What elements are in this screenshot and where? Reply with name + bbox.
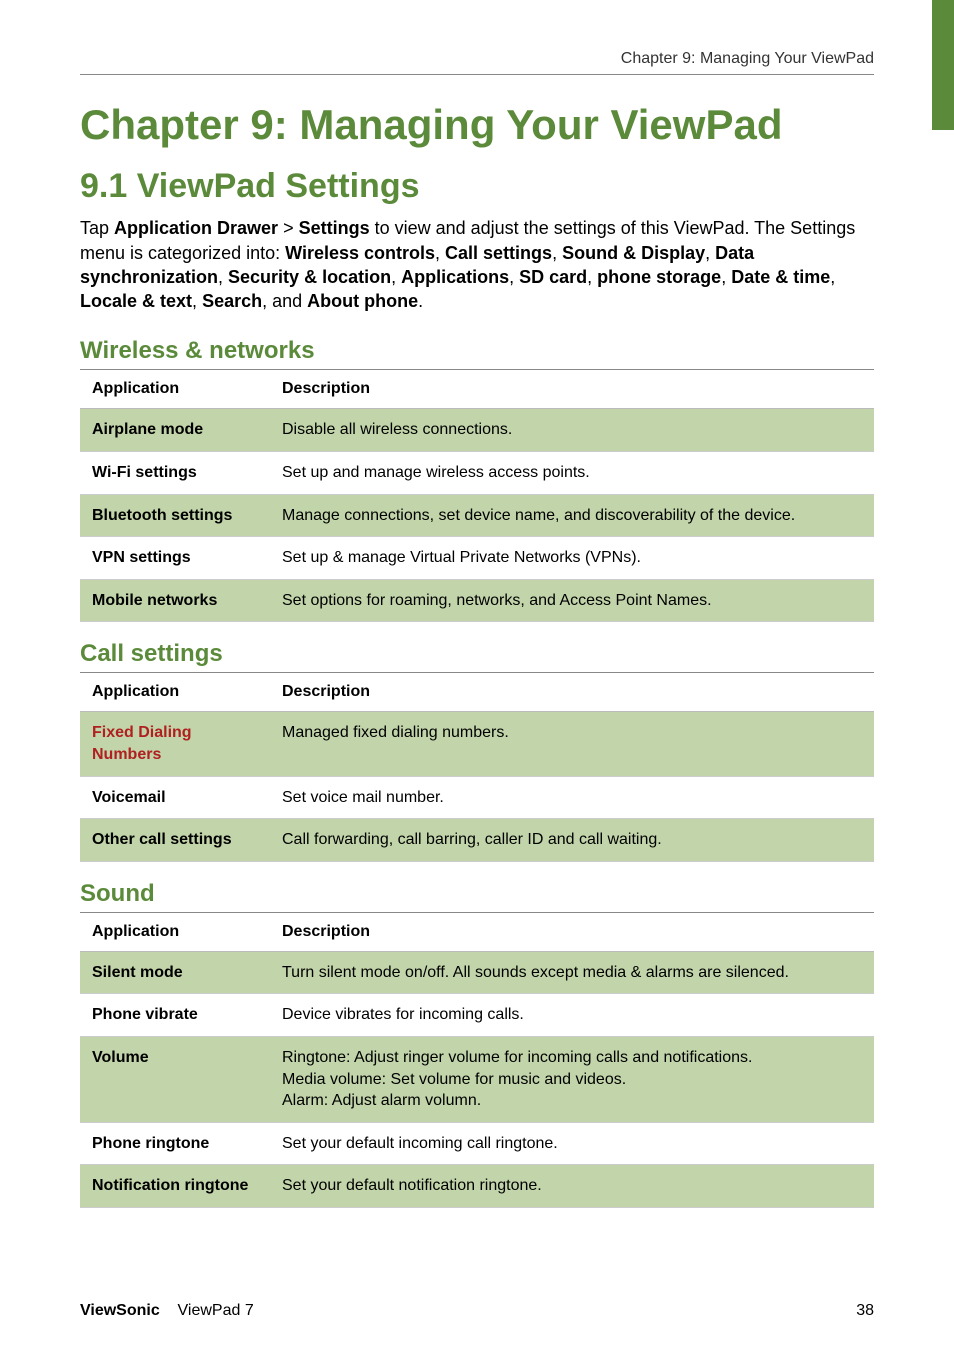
row-desc: Set options for roaming, networks, and A… — [270, 579, 874, 622]
bold: About phone — [307, 291, 418, 311]
table-row: Silent mode Turn silent mode on/off. All… — [80, 951, 874, 994]
footer-product-text: ViewPad 7 — [178, 1302, 254, 1319]
page-content: Chapter 9: Managing Your ViewPad Chapter… — [0, 0, 954, 1238]
col-description: Description — [270, 673, 874, 712]
col-description: Description — [270, 370, 874, 409]
row-label: Volume — [80, 1037, 270, 1123]
row-desc: Ringtone: Adjust ringer volume for incom… — [270, 1037, 874, 1123]
row-label: Other call settings — [80, 819, 270, 862]
row-desc: Device vibrates for incoming calls. — [270, 994, 874, 1037]
row-desc: Set voice mail number. — [270, 776, 874, 819]
text: , — [509, 267, 519, 287]
side-tab — [932, 0, 954, 130]
col-application: Application — [80, 370, 270, 409]
sound-title: Sound — [80, 880, 874, 913]
table-row: Phone ringtone Set your default incoming… — [80, 1122, 874, 1165]
row-desc: Turn silent mode on/off. All sounds exce… — [270, 951, 874, 994]
footer-brand: ViewSonic — [80, 1302, 160, 1319]
row-label: Silent mode — [80, 951, 270, 994]
bold: Application Drawer — [114, 218, 278, 238]
text: , — [192, 291, 202, 311]
table-row: Fixed Dialing Numbers Managed fixed dial… — [80, 712, 874, 776]
sound-table: Application Description Silent mode Turn… — [80, 913, 874, 1208]
table-header-row: Application Description — [80, 913, 874, 952]
table-row: VPN settings Set up & manage Virtual Pri… — [80, 537, 874, 580]
row-desc: Call forwarding, call barring, caller ID… — [270, 819, 874, 862]
row-label: Fixed Dialing Numbers — [80, 712, 270, 776]
text: , — [721, 267, 731, 287]
row-desc: Set your default incoming call ringtone. — [270, 1122, 874, 1165]
col-description: Description — [270, 913, 874, 952]
bold: Applications — [401, 267, 509, 287]
table-row: Voicemail Set voice mail number. — [80, 776, 874, 819]
footer-product — [164, 1302, 177, 1319]
page-footer: ViewSonic ViewPad 7 38 — [80, 1302, 874, 1320]
text: , — [391, 267, 401, 287]
row-desc: Manage connections, set device name, and… — [270, 494, 874, 537]
table-header-row: Application Description — [80, 370, 874, 409]
text: Tap — [80, 218, 114, 238]
col-application: Application — [80, 913, 270, 952]
text: , — [435, 243, 445, 263]
row-label: Bluetooth settings — [80, 494, 270, 537]
section-intro: Tap Application Drawer > Settings to vie… — [80, 216, 874, 313]
table-row: Bluetooth settings Manage connections, s… — [80, 494, 874, 537]
wireless-title: Wireless & networks — [80, 337, 874, 370]
bold: Locale & text — [80, 291, 192, 311]
wireless-table: Application Description Airplane mode Di… — [80, 370, 874, 622]
text: , — [552, 243, 562, 263]
bold: Settings — [299, 218, 370, 238]
text: , — [830, 267, 835, 287]
row-label: Airplane mode — [80, 409, 270, 452]
row-label: Wi-Fi settings — [80, 452, 270, 495]
row-label: Phone ringtone — [80, 1122, 270, 1165]
text: . — [418, 291, 423, 311]
table-header-row: Application Description — [80, 673, 874, 712]
bold: SD card — [519, 267, 587, 287]
col-application: Application — [80, 673, 270, 712]
table-row: Wi-Fi settings Set up and manage wireles… — [80, 452, 874, 495]
table-row: Volume Ringtone: Adjust ringer volume fo… — [80, 1037, 874, 1123]
chapter-title: Chapter 9: Managing Your ViewPad — [80, 101, 874, 149]
row-desc: Set up & manage Virtual Private Networks… — [270, 537, 874, 580]
call-title: Call settings — [80, 640, 874, 673]
text: > — [278, 218, 299, 238]
table-row: Airplane mode Disable all wireless conne… — [80, 409, 874, 452]
text: , and — [262, 291, 307, 311]
table-row: Phone vibrate Device vibrates for incomi… — [80, 994, 874, 1037]
bold: Date & time — [731, 267, 830, 287]
bold: phone storage — [597, 267, 721, 287]
row-label: Mobile networks — [80, 579, 270, 622]
table-row: Notification ringtone Set your default n… — [80, 1165, 874, 1208]
section-title: 9.1 ViewPad Settings — [80, 167, 874, 206]
row-label: VPN settings — [80, 537, 270, 580]
row-label: Phone vibrate — [80, 994, 270, 1037]
text: , — [705, 243, 715, 263]
table-row: Other call settings Call forwarding, cal… — [80, 819, 874, 862]
bold: Security & location — [228, 267, 391, 287]
row-desc: Set your default notification ringtone. — [270, 1165, 874, 1208]
footer-page-number: 38 — [856, 1302, 874, 1320]
row-label: Notification ringtone — [80, 1165, 270, 1208]
bold: Search — [202, 291, 262, 311]
bold: Wireless controls — [285, 243, 435, 263]
table-row: Mobile networks Set options for roaming,… — [80, 579, 874, 622]
row-label: Voicemail — [80, 776, 270, 819]
running-header: Chapter 9: Managing Your ViewPad — [80, 50, 874, 75]
row-desc: Set up and manage wireless access points… — [270, 452, 874, 495]
bold: Sound & Display — [562, 243, 705, 263]
bold: Call settings — [445, 243, 552, 263]
text: , — [587, 267, 597, 287]
row-desc: Managed fixed dialing numbers. — [270, 712, 874, 776]
call-table: Application Description Fixed Dialing Nu… — [80, 673, 874, 861]
text: , — [218, 267, 228, 287]
row-desc: Disable all wireless connections. — [270, 409, 874, 452]
